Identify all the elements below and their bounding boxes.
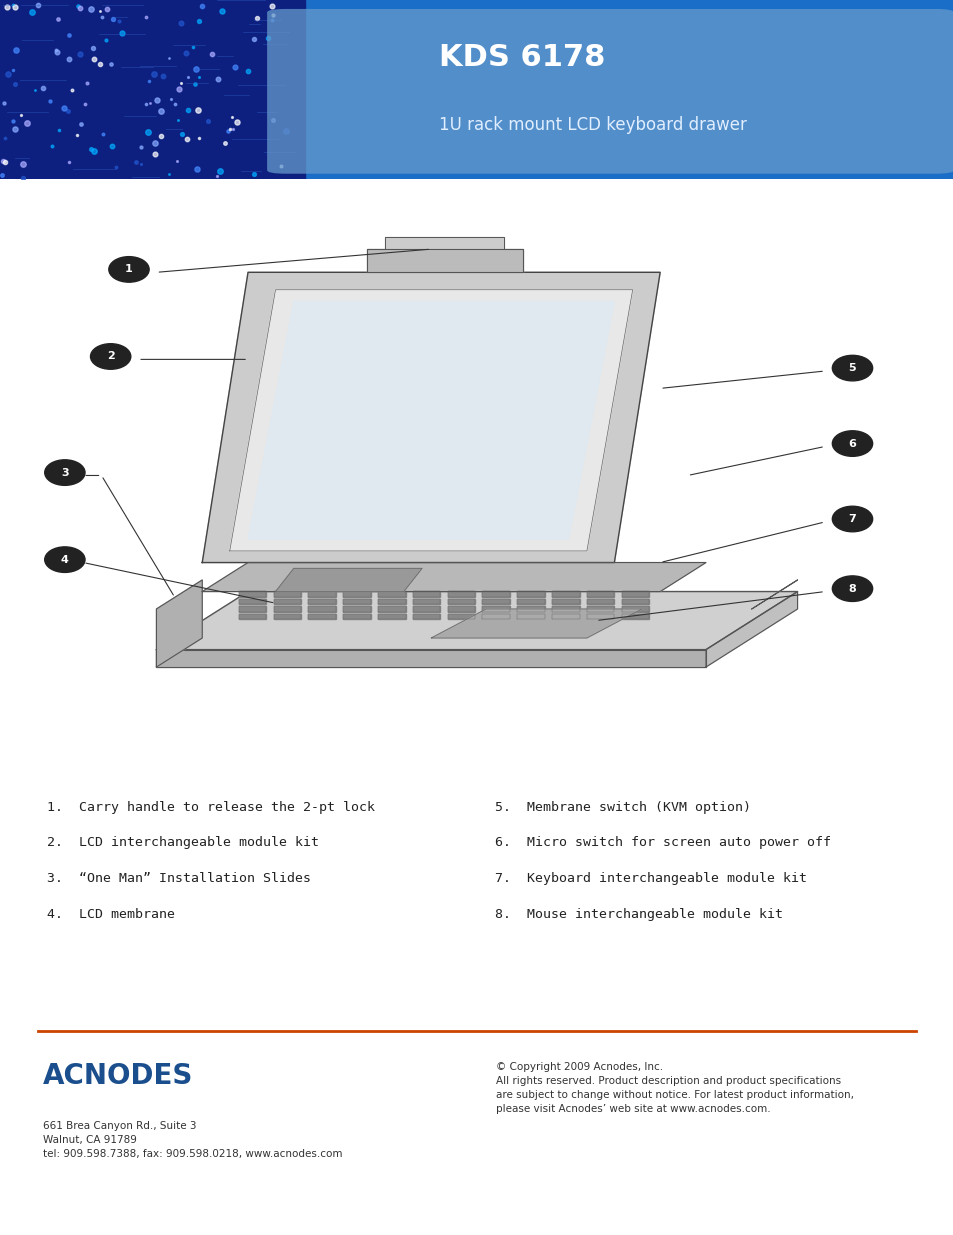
Text: 6: 6 [847,438,856,448]
Polygon shape [482,592,510,597]
Polygon shape [413,606,440,611]
Polygon shape [343,599,371,604]
Text: 7: 7 [848,514,856,524]
FancyBboxPatch shape [267,9,953,174]
Polygon shape [274,599,301,604]
Circle shape [831,506,872,532]
Circle shape [831,431,872,456]
Polygon shape [202,272,659,563]
Polygon shape [156,650,705,667]
Polygon shape [586,592,614,597]
Circle shape [91,343,131,369]
Text: 6.  Micro switch for screen auto power off: 6. Micro switch for screen auto power of… [495,836,830,850]
Polygon shape [482,599,510,604]
Polygon shape [621,599,648,604]
Polygon shape [343,606,371,611]
Polygon shape [621,614,648,620]
Polygon shape [552,599,579,604]
Polygon shape [238,599,266,604]
Polygon shape [274,592,301,597]
Polygon shape [156,592,797,650]
Text: © Copyright 2009 Acnodes, Inc.
All rights reserved. Product description and prod: © Copyright 2009 Acnodes, Inc. All right… [496,1062,853,1114]
Circle shape [109,257,149,282]
Polygon shape [308,592,335,597]
Text: KDS 6178: KDS 6178 [438,43,604,72]
Polygon shape [552,606,579,611]
Polygon shape [586,599,614,604]
Polygon shape [751,580,797,609]
Text: 7.  Keyboard interchangeable module kit: 7. Keyboard interchangeable module kit [495,872,806,885]
Circle shape [45,547,85,572]
Polygon shape [431,609,641,638]
Polygon shape [447,606,475,611]
Polygon shape [447,614,475,620]
Polygon shape [274,606,301,611]
Polygon shape [275,568,421,592]
Polygon shape [621,592,648,597]
Polygon shape [552,614,579,620]
Text: 3.  “One Man” Installation Slides: 3. “One Man” Installation Slides [47,872,311,885]
Polygon shape [238,606,266,611]
Polygon shape [308,599,335,604]
Text: 8: 8 [848,584,856,594]
Text: 661 Brea Canyon Rd., Suite 3
Walnut, CA 91789
tel: 909.598.7388, fax: 909.598.02: 661 Brea Canyon Rd., Suite 3 Walnut, CA … [43,1121,342,1158]
Polygon shape [367,249,522,272]
Polygon shape [447,592,475,597]
Text: ACNODES: ACNODES [43,1062,193,1091]
Polygon shape [377,614,405,620]
Polygon shape [413,614,440,620]
Polygon shape [343,592,371,597]
Polygon shape [413,592,440,597]
Polygon shape [586,614,614,620]
Text: 4.  LCD membrane: 4. LCD membrane [47,908,174,921]
Polygon shape [552,592,579,597]
Polygon shape [343,614,371,620]
Text: 2.  LCD interchangeable module kit: 2. LCD interchangeable module kit [47,836,318,850]
Polygon shape [621,606,648,611]
Text: 8.  Mouse interchangeable module kit: 8. Mouse interchangeable module kit [495,908,782,921]
Polygon shape [377,599,405,604]
Text: 5: 5 [848,363,856,373]
Polygon shape [517,599,544,604]
Polygon shape [248,301,614,540]
Polygon shape [308,614,335,620]
Polygon shape [202,563,705,592]
Polygon shape [385,237,504,249]
Polygon shape [517,592,544,597]
Text: 1.  Carry handle to release the 2-pt lock: 1. Carry handle to release the 2-pt lock [47,800,375,814]
Text: 4: 4 [61,555,69,564]
Polygon shape [447,599,475,604]
Text: 1: 1 [125,264,132,274]
Bar [0,0,305,179]
Polygon shape [482,614,510,620]
Polygon shape [238,592,266,597]
Text: 5.  Membrane switch (KVM option): 5. Membrane switch (KVM option) [495,800,751,814]
Polygon shape [586,606,614,611]
Polygon shape [308,606,335,611]
Circle shape [831,356,872,380]
Text: 2: 2 [107,352,114,362]
Circle shape [831,576,872,601]
Polygon shape [517,606,544,611]
Circle shape [45,459,85,485]
Polygon shape [413,599,440,604]
Polygon shape [156,580,202,667]
Polygon shape [482,606,510,611]
Polygon shape [274,614,301,620]
Polygon shape [377,606,405,611]
Polygon shape [230,290,632,551]
Polygon shape [377,592,405,597]
Text: 3: 3 [61,468,69,478]
Polygon shape [238,614,266,620]
Polygon shape [517,614,544,620]
Polygon shape [705,592,797,667]
Text: 1U rack mount LCD keyboard drawer: 1U rack mount LCD keyboard drawer [438,116,746,135]
